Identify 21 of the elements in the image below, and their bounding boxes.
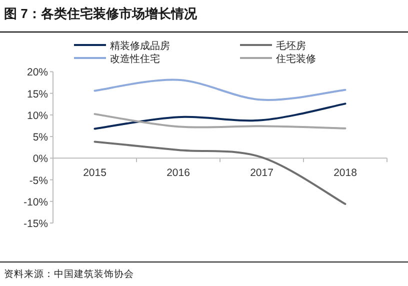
legend-label: 精装修成品房 (110, 40, 170, 52)
x-tick-label: 2017 (250, 167, 274, 180)
legend-label: 毛坯房 (276, 40, 306, 52)
y-tick-label: -5% (29, 174, 48, 187)
line-series (94, 113, 346, 130)
legend-label: 住宅装修 (276, 53, 316, 65)
chart-title: 图 7：各类住宅装修市场增长情况 (4, 6, 198, 21)
legend-label: 改造性住宅 (110, 53, 160, 65)
x-tick-label: 2016 (166, 167, 190, 180)
line-series (94, 102, 346, 130)
y-tick-label: 15% (26, 88, 48, 100)
y-tick-label: -15% (23, 218, 48, 230)
y-tick-label: 5% (32, 132, 48, 144)
x-tick-label: 2018 (334, 167, 358, 180)
line-series (94, 78, 346, 101)
y-tick-label: 0% (32, 153, 48, 166)
y-tick-label: -10% (23, 196, 48, 208)
x-tick-label: 2015 (83, 167, 107, 180)
y-tick-label: 20% (26, 66, 48, 79)
text: 资料来源：中国建筑装饰协会 (4, 268, 134, 280)
y-tick-label: 10% (26, 110, 48, 122)
